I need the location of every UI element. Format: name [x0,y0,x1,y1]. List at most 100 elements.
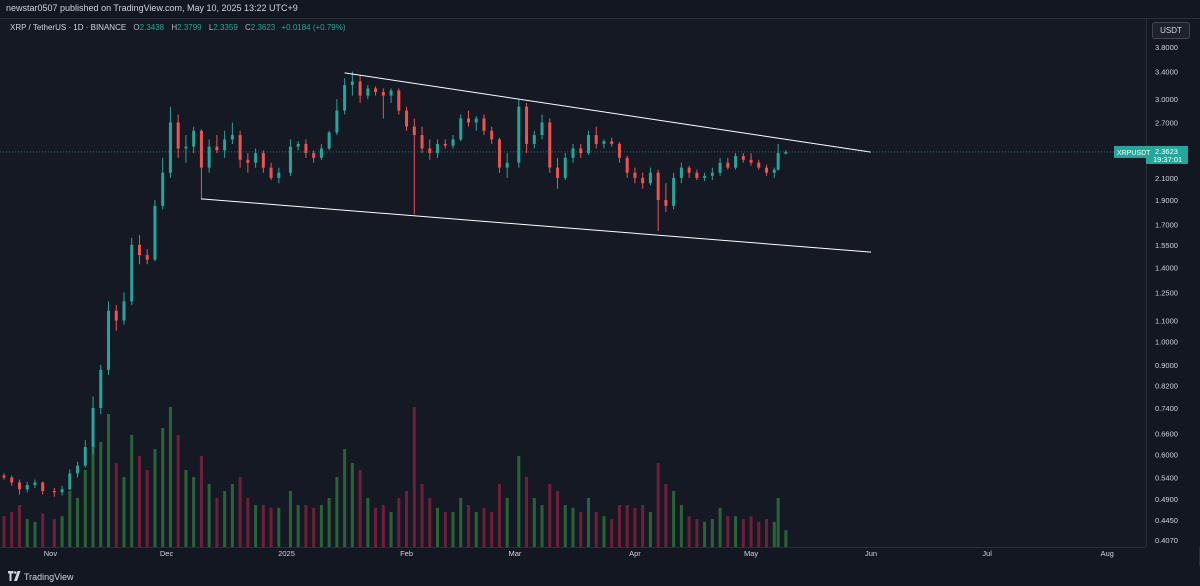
footer-brand: TradingView [24,572,74,582]
candle-body [168,122,172,173]
candle-body [633,172,637,178]
candle-body [710,172,714,176]
volume-bar [68,491,72,547]
time-axis[interactable] [0,547,1146,566]
price-tick-label: 2.7000 [1155,118,1178,127]
volume-bar [749,516,753,547]
candle-body [405,110,409,127]
candle-body [358,81,362,96]
price-tick-label: 0.7400 [1155,404,1178,413]
candle-body [114,310,118,321]
volume-bar [296,505,300,547]
candle-body [741,155,745,160]
price-axis[interactable] [1146,19,1200,547]
volume-bar [695,519,699,547]
candle-body [192,130,196,147]
low-label: L [208,23,214,32]
candle-body [343,84,347,111]
price-tick-label: 1.4000 [1155,263,1178,272]
price-tick-label: 0.9000 [1155,361,1178,370]
price-tick-label: 0.4900 [1155,495,1178,504]
trendline-upper [344,72,872,153]
volume-bar [784,530,788,547]
candle-body [99,369,103,409]
volume-bar [261,505,265,547]
volume-bar [350,463,354,547]
volume-bar [10,512,14,547]
volume-bar [99,442,103,547]
volume-bar [122,477,126,547]
volume-bar [2,516,6,547]
volume-bar [497,484,501,547]
volume-bar [765,519,769,547]
price-tick-label: 1.2500 [1155,288,1178,297]
candle-body [319,148,323,158]
price-tick-label: 0.5400 [1155,474,1178,483]
volume-bar [718,507,722,547]
candle-body [672,177,676,206]
candle-body [664,199,668,206]
candle-body [304,143,308,154]
candle-body [238,135,242,160]
tradingview-logo-icon [8,571,21,581]
candle-body [246,159,250,163]
symbol-price-tag [1114,145,1146,158]
candle-body [594,135,598,144]
volume-bar [548,484,552,547]
volume-bar [633,507,637,547]
high-label: H [171,23,178,32]
change-value: +0.0184 (+0.79%) [281,23,346,32]
volume-bar [207,484,211,547]
candle-body [556,167,560,178]
candle-body [261,153,265,168]
volume-bar [374,507,378,547]
candle-body [161,172,165,206]
volume-bar [25,519,29,547]
candle-body [33,482,37,486]
volume-bar [505,498,509,547]
volume-bar [358,470,362,547]
candle-body [199,130,203,168]
candle-body [474,118,478,123]
volume-bars [2,407,788,547]
last-price-tag [1146,145,1188,164]
candle-body [41,482,45,492]
price-tick-label: 0.8200 [1155,381,1178,390]
volume-bar [184,470,188,547]
candle-body [548,122,552,168]
volume-bar [648,512,652,547]
volume-bar [145,470,149,547]
volume-bar [594,512,598,547]
price-tick-label: 1.9000 [1155,196,1178,205]
candle-body [517,106,521,163]
price-tick-label: 1.0000 [1155,338,1178,347]
time-tick-label: Jun [865,549,877,558]
candle-body [327,132,331,149]
volume-bar [343,449,347,547]
volume-bar [490,512,494,547]
volume-bar [679,505,683,547]
currency-unit-button[interactable]: USDT [1152,22,1190,39]
volume-bar [215,498,219,547]
volume-bar [254,505,258,547]
volume-bar [319,505,323,547]
symbol-title[interactable]: XRP / TetherUS · 1D · BINANCE [10,23,127,32]
price-tick-label: 1.7000 [1155,221,1178,230]
candle-body [602,141,606,144]
candle-body [296,143,300,147]
volume-bar [199,456,203,547]
volume-bar [710,519,714,547]
volume-bar [556,491,560,547]
volume-bar [107,414,111,547]
volume-bar [17,505,21,547]
volume-bar [381,505,385,547]
candle-body [254,153,258,163]
time-tick-label: May [744,549,758,558]
candle-body [466,118,470,123]
candle-body [734,155,738,168]
symbol-legend[interactable]: XRP / TetherUS · 1D · BINANCE O2.3438 H2… [10,23,346,32]
candle-body [490,130,494,140]
candle-body [482,118,486,131]
volume-bar [664,484,668,547]
candle-body [52,491,56,493]
